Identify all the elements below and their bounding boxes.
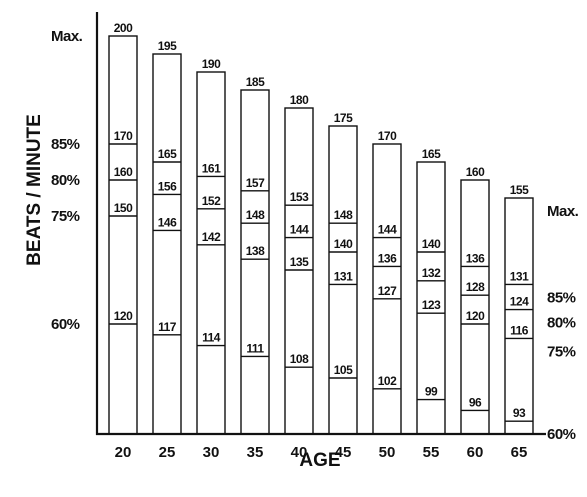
data-label: 150 [114, 201, 133, 215]
data-label: 157 [246, 176, 265, 190]
x-tick-label: 65 [511, 444, 528, 461]
bar [240, 89, 270, 435]
data-label: 160 [466, 165, 485, 179]
data-label: 155 [510, 183, 529, 197]
x-tick-label: 40 [291, 444, 308, 461]
age-bar-group: 180 153 144 135 108 [284, 93, 314, 435]
data-label: 120 [466, 309, 485, 323]
age-bar-group: 165 140 132 123 99 [416, 147, 446, 435]
data-label: 120 [114, 309, 133, 323]
data-label: 124 [510, 295, 529, 309]
data-label: 117 [158, 320, 177, 334]
age-bar-group: 170 144 136 127 102 [372, 129, 402, 435]
data-label: 144 [290, 223, 309, 237]
left-zone-label: 80% [51, 172, 80, 189]
data-label: 200 [114, 21, 133, 35]
data-label: 131 [510, 269, 529, 283]
data-label: 108 [290, 352, 309, 366]
data-label: 102 [378, 374, 397, 388]
data-label: 136 [378, 251, 397, 265]
data-label: 160 [114, 165, 133, 179]
data-label: 195 [158, 39, 177, 53]
data-label: 128 [466, 280, 485, 294]
data-label: 140 [422, 237, 441, 251]
data-label: 93 [513, 406, 526, 420]
data-label: 175 [334, 111, 353, 125]
data-label: 156 [158, 179, 177, 193]
data-label: 123 [422, 298, 441, 312]
x-tick-labels: 20 25 30 35 40 45 50 55 60 65 [115, 444, 528, 461]
data-label: 138 [246, 244, 265, 258]
age-bar-group: 195 165 156 146 117 [152, 39, 182, 435]
data-label: 136 [466, 251, 485, 265]
age-bar-group: 175 148 140 131 105 [328, 111, 358, 435]
data-label: 161 [202, 161, 221, 175]
x-tick-label: 20 [115, 444, 132, 461]
right-zone-label: Max. [547, 203, 579, 220]
data-label: 111 [246, 341, 264, 355]
data-label: 132 [422, 266, 441, 280]
age-bar-group: 200 170 160 150 120 [108, 21, 138, 435]
x-tick-label: 30 [203, 444, 220, 461]
data-label: 96 [469, 395, 482, 409]
age-bar-group: 155 131 124 116 93 [504, 183, 534, 435]
data-label: 105 [334, 363, 353, 377]
left-zone-label: 85% [51, 136, 80, 153]
data-label: 114 [202, 331, 221, 345]
data-label: 170 [378, 129, 397, 143]
data-label: 165 [422, 147, 441, 161]
data-label: 140 [334, 237, 353, 251]
data-label: 127 [378, 284, 397, 298]
data-label: 116 [510, 323, 529, 337]
y-axis-title: BEATS / MINUTE [24, 114, 45, 266]
left-zone-label: 60% [51, 316, 80, 333]
data-label: 144 [378, 223, 397, 237]
x-tick-label: 35 [247, 444, 264, 461]
age-bar-group: 185 157 148 138 111 [240, 75, 270, 435]
data-label: 170 [114, 129, 133, 143]
bars-group: 2001701601501201951651561461171901611521… [108, 21, 534, 435]
right-zone-label: 85% [547, 289, 576, 306]
axes-group [95, 12, 546, 436]
right-zone-label: 60% [547, 426, 576, 443]
left-percent-labels: Max. 85% 80% 75% 60% [51, 28, 83, 333]
bar [372, 143, 402, 435]
data-label: 153 [290, 190, 309, 204]
data-label: 99 [425, 385, 438, 399]
bar [460, 179, 490, 435]
bar [196, 71, 226, 435]
data-label: 165 [158, 147, 177, 161]
x-tick-label: 25 [159, 444, 176, 461]
bar [504, 197, 534, 435]
x-tick-label: 60 [467, 444, 484, 461]
left-zone-label: 75% [51, 208, 80, 225]
data-label: 152 [202, 194, 221, 208]
left-zone-label: Max. [51, 28, 83, 45]
data-label: 148 [334, 208, 353, 222]
bar [152, 53, 182, 435]
data-label: 146 [158, 215, 177, 229]
right-zone-label: 75% [547, 343, 576, 360]
data-label: 185 [246, 75, 265, 89]
data-label: 142 [202, 230, 221, 244]
data-label: 148 [246, 208, 265, 222]
x-tick-label: 55 [423, 444, 440, 461]
bar [108, 35, 138, 435]
age-bar-group: 190 161 152 142 114 [196, 57, 226, 435]
age-bar-group: 160 136 128 120 96 [460, 165, 490, 435]
data-label: 131 [334, 269, 353, 283]
x-tick-label: 45 [335, 444, 352, 461]
x-tick-label: 50 [379, 444, 396, 461]
bar [284, 107, 314, 435]
data-label: 190 [202, 57, 221, 71]
right-percent-labels: Max. 85% 80% 75% 60% [547, 203, 579, 443]
x-axis-title: AGE [299, 450, 340, 471]
data-label: 180 [290, 93, 309, 107]
right-zone-label: 80% [547, 315, 576, 332]
data-label: 135 [290, 255, 309, 269]
